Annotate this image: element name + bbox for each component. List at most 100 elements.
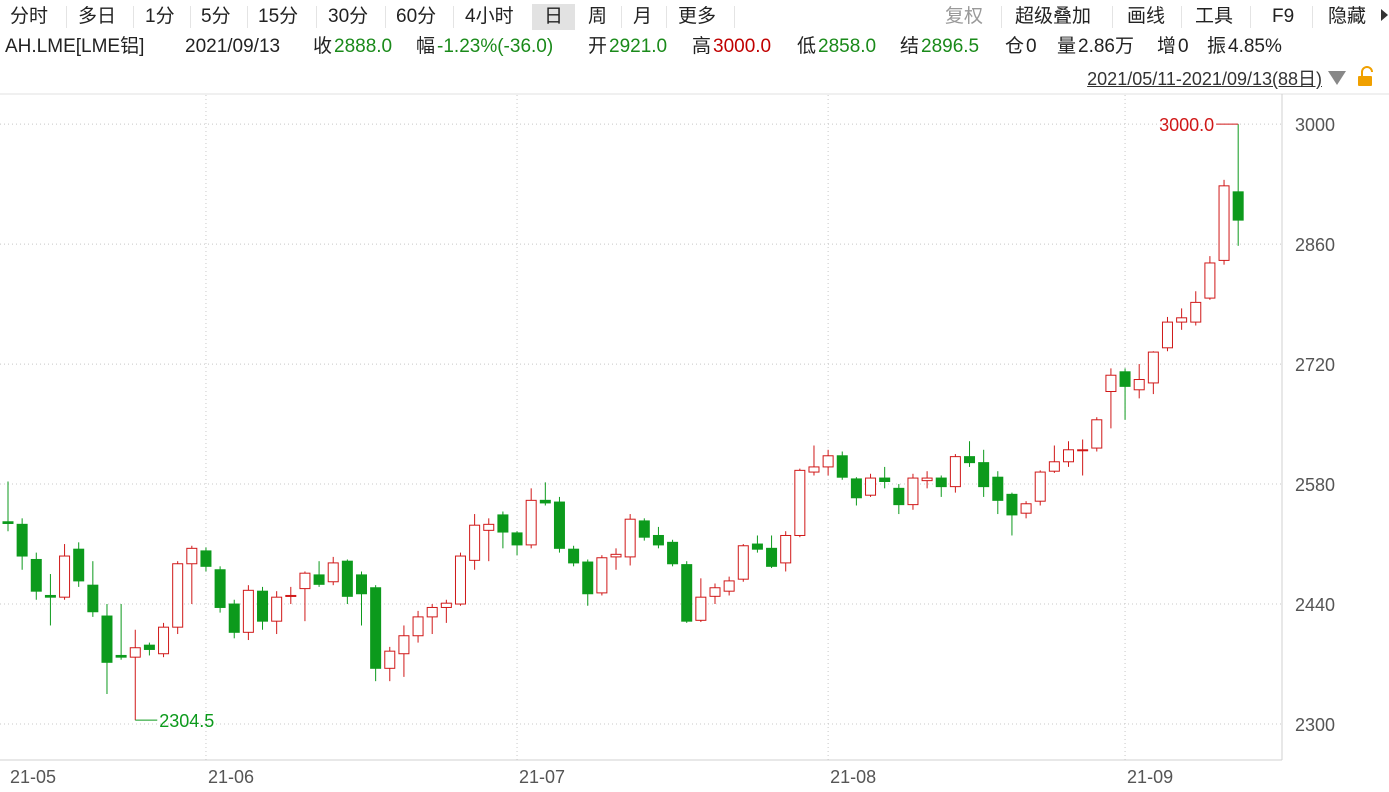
candle-body-down — [101, 615, 113, 663]
separator — [666, 6, 667, 28]
symbol: AH.LME[LME铝] — [5, 36, 145, 57]
quote-value: 2858.0 — [818, 36, 877, 57]
quote-value: 0 — [1178, 36, 1189, 57]
quote-label: 低 — [797, 36, 817, 57]
candle-body-up — [808, 466, 820, 473]
tool-button[interactable]: 隐藏 — [1328, 6, 1367, 27]
candle-body-up — [1034, 471, 1046, 502]
tool-button[interactable]: 复权 — [945, 6, 984, 27]
candle-body-down — [214, 569, 226, 608]
quote-label: 量 — [1057, 36, 1077, 57]
candle-body-down — [568, 548, 580, 564]
separator — [247, 6, 248, 28]
x-tick-label: 21-07 — [519, 767, 565, 787]
candle-body-down — [115, 654, 127, 658]
candle-body-up — [596, 557, 608, 594]
period-button[interactable]: 30分 — [328, 6, 369, 27]
candle-body-up — [780, 534, 792, 564]
period-button[interactable]: 周 — [588, 6, 608, 27]
candle-body-down — [313, 574, 325, 585]
period-button[interactable]: 5分 — [201, 6, 231, 27]
candle-body-up — [129, 647, 141, 658]
quote-field: 高 3000.0 — [692, 34, 771, 60]
candle-body-down — [992, 476, 1004, 501]
candle-body-down — [511, 532, 523, 546]
tool-button[interactable]: 超级叠加 — [1015, 6, 1092, 27]
candle-body-down — [978, 462, 990, 488]
period-button[interactable]: 更多 — [678, 6, 717, 27]
candle-body-down — [935, 477, 947, 488]
quote-field: 幅 -1.23%(-36.0) — [416, 34, 553, 60]
tool-button[interactable]: 画线 — [1127, 6, 1166, 27]
candle-body-up — [1048, 461, 1060, 472]
candle-body-up — [440, 602, 452, 608]
date-range[interactable]: 2021/05/11-2021/09/13(88日) — [1087, 69, 1322, 89]
period-button[interactable]: 分时 — [10, 6, 49, 27]
separator — [621, 6, 622, 28]
quote-field: 收 2888.0 — [313, 34, 392, 60]
candle-body-up — [624, 518, 636, 558]
quote-value: 2.86万 — [1078, 36, 1134, 57]
period-button-active[interactable]: 日 — [532, 4, 576, 30]
separator — [316, 6, 317, 28]
y-tick-label: 3000 — [1295, 115, 1335, 135]
period-button[interactable]: 4小时 — [465, 6, 514, 27]
candle-body-up — [1161, 321, 1173, 349]
period-button[interactable]: 1分 — [145, 6, 175, 27]
candle-body-down — [341, 560, 353, 597]
candle-body-down — [1232, 191, 1244, 221]
separator — [1312, 6, 1313, 28]
quote-field: 量 2.86万 — [1057, 34, 1134, 60]
period-button[interactable]: 多日 — [78, 6, 117, 27]
candle-body-up — [1077, 449, 1089, 452]
separator — [1181, 6, 1182, 28]
separator — [133, 6, 134, 28]
candle-body-down — [257, 590, 269, 622]
separator — [385, 6, 386, 28]
candle-body-up — [398, 635, 410, 655]
lock-icon[interactable] — [1358, 66, 1373, 86]
candle-body-down — [30, 558, 42, 592]
x-tick-label: 21-06 — [208, 767, 254, 787]
candle-body-up — [1091, 419, 1103, 449]
candle-body-up — [299, 572, 311, 590]
x-tick-label: 21-08 — [830, 767, 876, 787]
quote-value: 4.85% — [1228, 36, 1282, 57]
y-tick-label: 2720 — [1295, 355, 1335, 375]
candle-body-up — [158, 626, 170, 655]
candle-body-down — [73, 548, 85, 582]
range-dropdown[interactable] — [1328, 71, 1346, 85]
candle-body-down — [143, 644, 155, 650]
period-button[interactable]: 60分 — [396, 6, 437, 27]
candle-body-down — [879, 477, 891, 482]
candle-body-up — [695, 596, 707, 621]
period-button[interactable]: 月 — [633, 6, 653, 27]
candle-body-down — [200, 550, 212, 567]
candle-body-up — [1105, 374, 1117, 393]
candle-body-down — [356, 574, 367, 595]
candle-body-up — [949, 456, 961, 488]
candle-body-up — [1020, 503, 1032, 514]
hide-arrow[interactable] — [1381, 9, 1388, 21]
candle-body-up — [426, 606, 438, 618]
quote-value: 3000.0 — [713, 36, 772, 57]
candle-body-up — [242, 589, 254, 633]
candle-body-down — [836, 455, 848, 478]
x-tick-label: 21-09 — [1127, 767, 1173, 787]
tool-button[interactable]: 工具 — [1195, 6, 1234, 27]
candle-body-up — [1133, 379, 1145, 391]
candle-body-down — [370, 587, 382, 669]
separator — [190, 6, 191, 28]
quote-label: 结 — [900, 36, 920, 57]
period-button[interactable]: 15分 — [258, 6, 299, 27]
quote-value: 0 — [1026, 36, 1037, 57]
tool-button[interactable]: F9 — [1272, 6, 1295, 27]
candle-body-down — [1006, 493, 1018, 516]
candle-body-up — [1218, 185, 1230, 261]
candle-body-up — [172, 563, 184, 628]
candle-body-up — [59, 555, 71, 598]
separator — [453, 6, 454, 28]
y-tick-label: 2440 — [1295, 595, 1335, 615]
